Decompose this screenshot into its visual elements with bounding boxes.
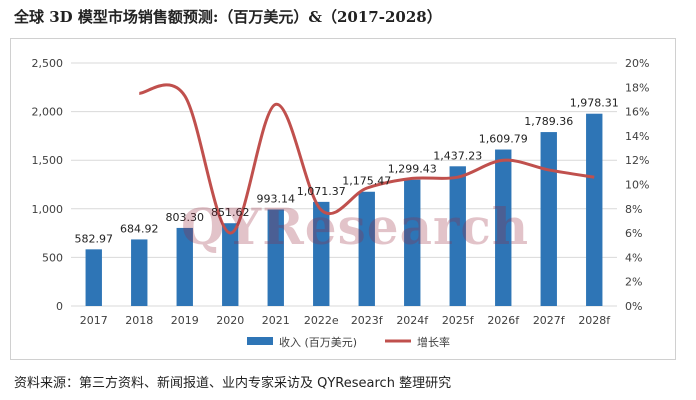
y-left-tick-label: 1,500 [32,154,64,167]
bar [176,227,193,306]
y-right-tick-label: 6% [625,227,642,240]
bar [131,239,148,306]
x-tick-label: 2023f [351,314,384,327]
y-left-tick-label: 2,000 [32,106,64,119]
watermark-text: QYResearch [181,197,530,256]
bar-value-label: 993.14 [257,192,296,205]
bar [313,201,330,306]
bar [495,149,512,306]
y-right-tick-label: 14% [625,130,649,143]
legend-bar-swatch [247,337,273,345]
x-tick-label: 2021 [262,314,290,327]
y-right-tick-label: 12% [625,154,649,167]
y-right-tick-label: 2% [625,276,642,289]
bar-value-label: 684.92 [120,222,159,235]
y-left-tick-label: 500 [42,251,63,264]
bar-value-label: 1,175.47 [342,175,391,188]
y-right-tick-label: 18% [625,81,649,94]
bar-value-label: 851.62 [211,206,250,219]
bar [267,209,284,306]
source-note: 资料来源：第三方资料、新闻报道、业内专家采访及 QYResearch 整理研究 [14,376,452,391]
bar [358,191,375,306]
y-right-tick-label: 10% [625,179,649,192]
bar-value-label: 1,978.31 [570,97,619,110]
x-tick-label: 2026f [487,314,520,327]
x-tick-label: 2028f [578,314,611,327]
bar-value-label: 1,299.43 [388,163,437,176]
growth-rate-line [138,83,595,235]
y-right-tick-label: 8% [625,203,642,216]
bar-value-label: 1,609.79 [479,133,528,146]
y-left-tick-label: 2,500 [32,57,64,70]
y-left-tick-label: 0 [56,300,63,313]
y-right-tick-label: 4% [625,251,642,264]
x-tick-label: 2027f [533,314,566,327]
legend-bar-label: 收入 (百万美元) [279,335,357,349]
x-tick-label: 2019 [171,314,199,327]
x-tick-label: 2018 [125,314,153,327]
bar-value-label: 803.30 [166,211,205,224]
y-left-tick-label: 1,000 [32,203,64,216]
x-tick-label: 2025f [442,314,475,327]
chart-title: 全球 3D 模型市场销售额预测:（百万美元）&（2017-2028） [14,8,442,26]
bar-value-label: 1,789.36 [524,115,573,128]
x-tick-label: 2022e [304,314,339,327]
bar [586,113,603,306]
legend-line-label: 增长率 [417,335,450,349]
x-tick-label: 2024f [396,314,429,327]
bar [222,223,239,306]
bar-value-label: 1,071.37 [297,185,346,198]
y-right-tick-label: 0% [625,300,642,313]
x-tick-label: 2020 [216,314,244,327]
bar [540,132,557,306]
chart-frame: 582.97 684.92 803.30 851.62 993.14 1,071.37 1,… [10,38,676,360]
bar [85,249,102,306]
y-right-tick-label: 20% [625,57,649,70]
bar-value-label: 582.97 [75,232,114,245]
x-tick-label: 2017 [80,314,108,327]
bar [449,166,466,306]
y-right-tick-label: 16% [625,106,649,119]
bar [404,179,421,306]
bar-value-label: 1,437.23 [433,149,482,162]
